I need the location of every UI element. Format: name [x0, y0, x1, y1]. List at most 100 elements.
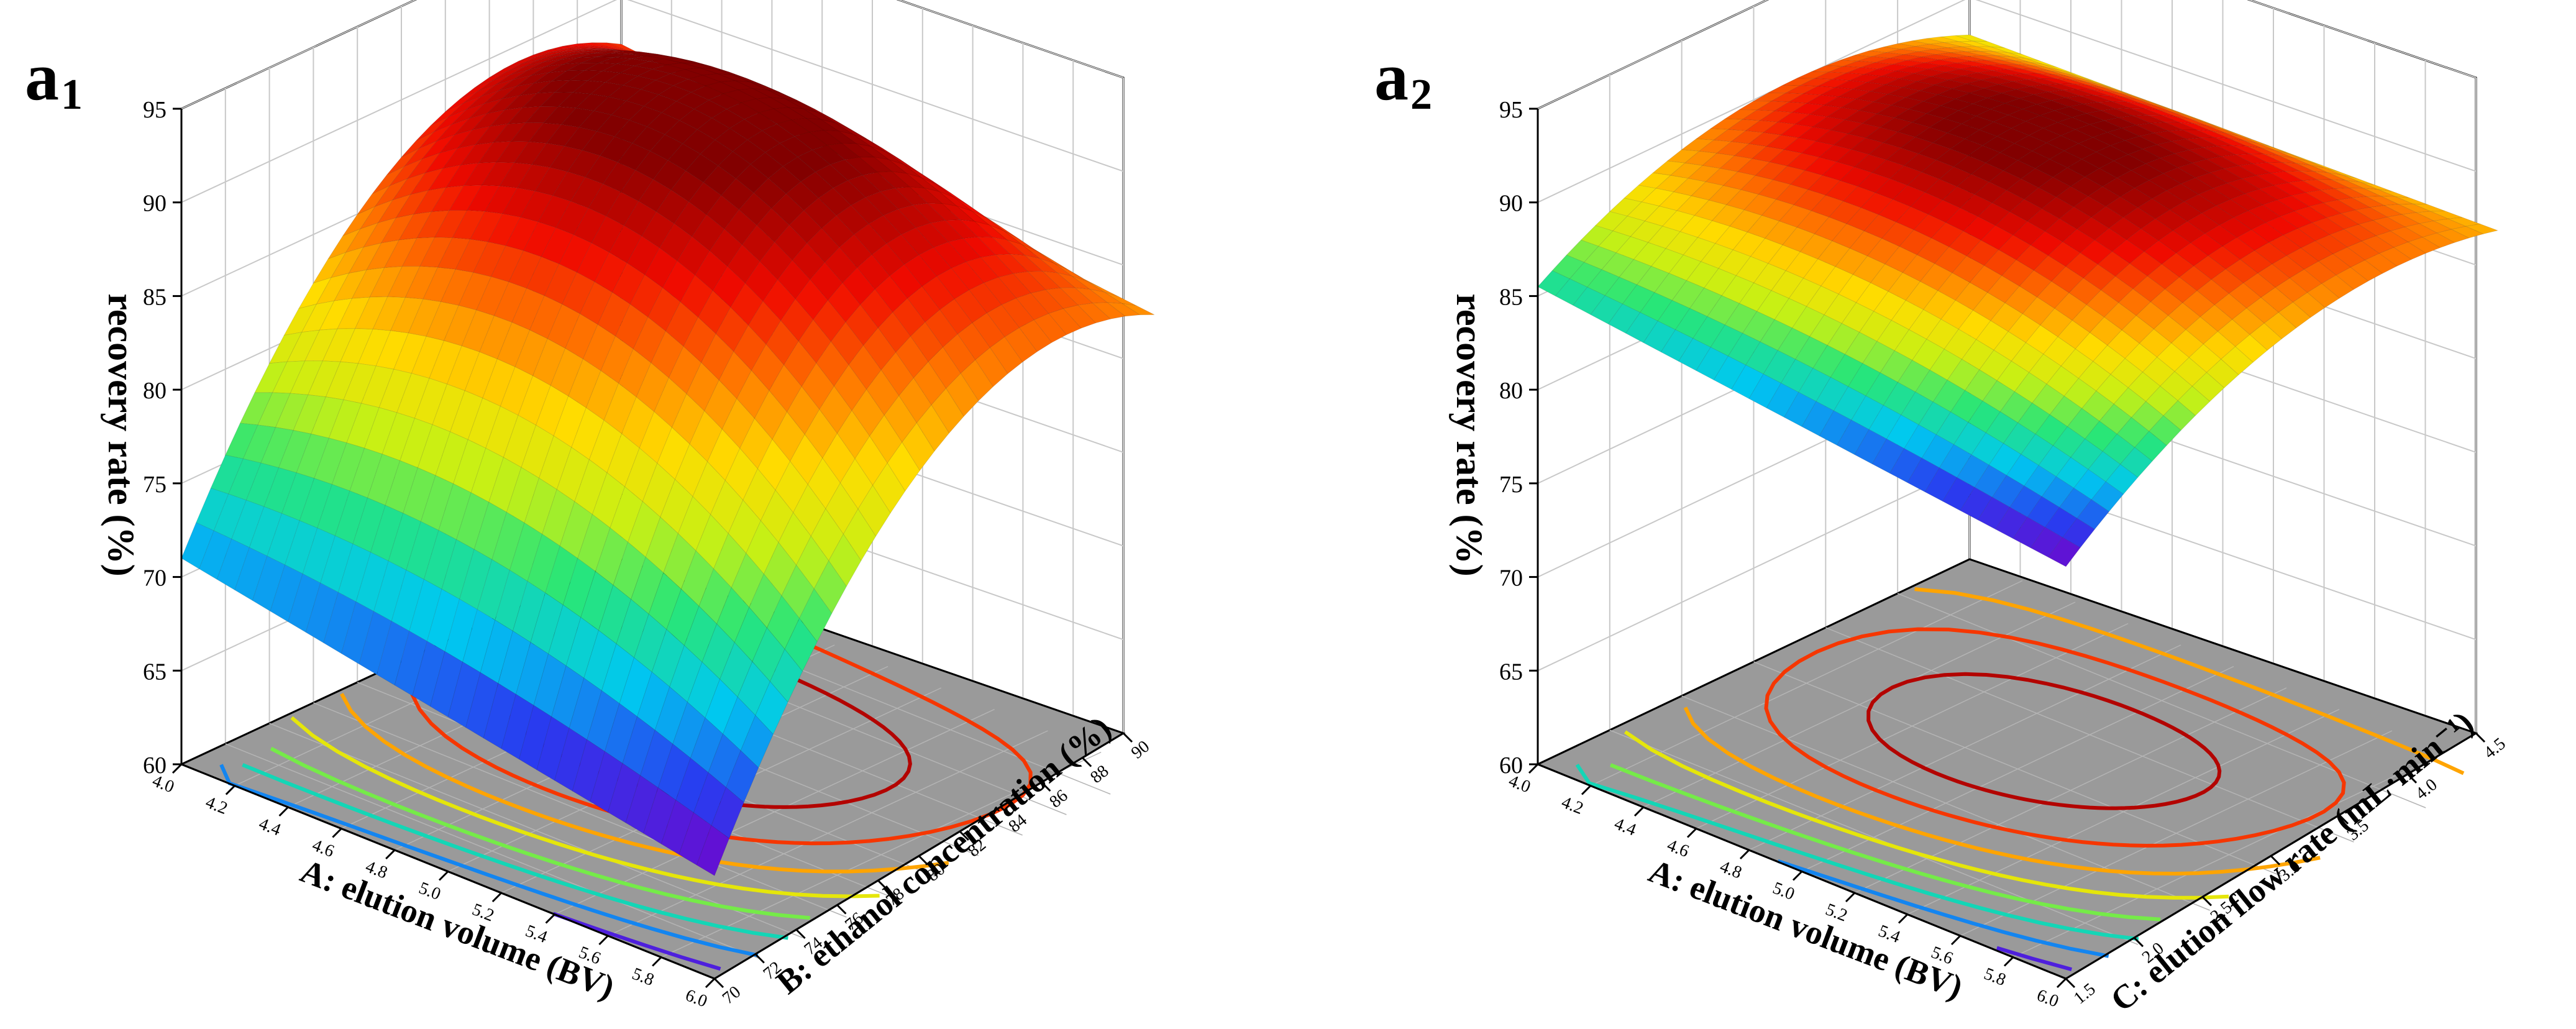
p2-surface-cell	[2048, 537, 2081, 567]
p1-x-tick-label: 4.2	[203, 793, 231, 818]
p2-x-tick	[1581, 785, 1592, 795]
p2-panel-label: a	[1374, 39, 1409, 114]
p2-surface-cell	[2235, 334, 2268, 363]
p2-z-axis-title: recovery rate (%)	[1449, 293, 1490, 576]
p2-surface-cell	[2321, 275, 2354, 299]
p1-x-tick	[171, 763, 183, 774]
p1-y-tick	[959, 830, 969, 841]
p2-y-tick	[2133, 937, 2144, 948]
p2-x-tick	[1528, 763, 1539, 774]
p1-surface-cell	[696, 825, 730, 876]
p1-x-tick	[225, 785, 235, 795]
p2-z-tick-label: 65	[1499, 659, 1523, 685]
p2-surface-cell	[2364, 253, 2398, 274]
p1-z-tick-label: 90	[143, 191, 167, 217]
p2-floor-grid	[1753, 661, 2282, 877]
p2-floor-grid	[1681, 695, 2210, 911]
p1-z-tick-label: 95	[143, 97, 167, 123]
p2-surface-cell	[2091, 481, 2124, 512]
p1-x-tick	[332, 828, 342, 838]
p2-contours	[1575, 587, 2465, 971]
p1-z-tick-label: 80	[143, 378, 167, 404]
p2-surface-cell	[2249, 322, 2283, 351]
p1-z-tick-label: 70	[143, 565, 167, 592]
p2-x-tick	[1633, 806, 1645, 817]
p2-z-tick-label: 90	[1499, 191, 1523, 217]
p2-contour-line	[1777, 859, 2109, 958]
p1-surface-cell	[857, 485, 891, 537]
p1-surface-cell	[902, 422, 935, 472]
p2-surface-cell	[2292, 292, 2326, 318]
p2-surface-cell	[2307, 283, 2340, 308]
p2-y-tick	[2406, 773, 2418, 784]
p2-contour-line	[1575, 763, 2139, 941]
p2-floor-grid	[1825, 627, 2354, 843]
p2-x-tick-label: 4.4	[1612, 814, 1639, 839]
p1-contour-line	[242, 763, 788, 940]
p1-x-tick	[652, 956, 662, 967]
p2-z-tick-label: 80	[1499, 378, 1523, 404]
p2-surface-cell	[2062, 518, 2095, 548]
p2-panel-label-sub: 2	[1410, 71, 1432, 119]
p2-z-tick-label: 85	[1499, 284, 1523, 310]
p1-x-tick	[491, 892, 502, 903]
p1-surface-cell	[975, 347, 1008, 387]
p2-contour-line	[1610, 763, 2161, 922]
p2-surface-cell	[2149, 415, 2181, 446]
p2-surface-cell	[2221, 346, 2254, 375]
p2-surface-cell	[2263, 312, 2297, 339]
p2-chart: 60657075808590954.04.24.44.64.85.05.25.4…	[1374, 0, 2510, 1019]
p1-z-tick-label: 65	[143, 659, 167, 685]
p1-x-tick	[438, 871, 449, 881]
p1-panel-label-sub: 1	[61, 71, 83, 119]
p1-chart: 60657075808590954.04.24.44.64.85.05.25.4…	[25, 0, 1155, 1012]
p2-z-tick-label: 95	[1499, 97, 1523, 123]
p2-x-tick	[2056, 977, 2067, 989]
p2-surface-cell	[2105, 464, 2139, 495]
p1-wall-grid-z	[181, 0, 1124, 203]
p2-surface-cell	[2393, 242, 2427, 260]
p1-x-tick	[545, 913, 555, 924]
p1-contour-line	[552, 912, 721, 971]
p1-y-tick	[918, 855, 929, 866]
p1-wall-grid-z	[181, 0, 1124, 109]
p2-surface-cell	[2191, 372, 2225, 402]
p2-contour-line	[1764, 627, 2346, 848]
p1-surface-cell	[872, 462, 906, 514]
p2-x-tick-label: 5.8	[1981, 964, 2009, 990]
p1-floor-grid	[313, 702, 847, 918]
p2-y-tick-label: 1.5	[2070, 979, 2099, 1008]
p2-x-tick	[1792, 871, 1803, 881]
p2-x-tick	[2003, 956, 2014, 967]
p1-surface-cell	[799, 588, 833, 643]
p1-z-axis-title: recovery rate (%)	[101, 293, 142, 576]
p1-x-tick-label: 4.4	[256, 814, 283, 839]
p2-x-tick-label: 4.2	[1559, 793, 1586, 818]
p1-z-tick-label: 60	[143, 752, 167, 779]
p2-x-tick	[1950, 935, 1962, 946]
p2-surface	[1537, 34, 2499, 567]
p1-z-tick-label: 75	[143, 472, 167, 498]
p2-floor-grid	[1609, 729, 2139, 945]
p1-y-tick	[795, 928, 806, 940]
p1-z-tick-label: 85	[143, 284, 167, 310]
p2-surface-cell	[2134, 431, 2167, 462]
p2-y-tick	[2201, 896, 2213, 907]
p1-y-tick	[1000, 806, 1010, 816]
p1-surface-cell	[813, 560, 847, 614]
p1-x-tick	[598, 935, 609, 946]
p1-y-tick	[754, 953, 765, 964]
p2-z-tick-label: 75	[1499, 472, 1523, 498]
p1-x-tick	[385, 849, 396, 860]
p2-y-tick	[2270, 855, 2281, 866]
p2-contour-line	[1996, 946, 2072, 971]
p2-x-tick-label: 6.0	[2034, 986, 2062, 1011]
p2-y-tick	[2475, 732, 2486, 743]
p1-panel-label: a	[25, 39, 59, 114]
p2-contour-line	[2295, 856, 2321, 864]
p2-contour-line	[1866, 672, 2222, 810]
p2-contour-line	[1683, 707, 2296, 876]
p1-y-tick	[1041, 781, 1051, 792]
